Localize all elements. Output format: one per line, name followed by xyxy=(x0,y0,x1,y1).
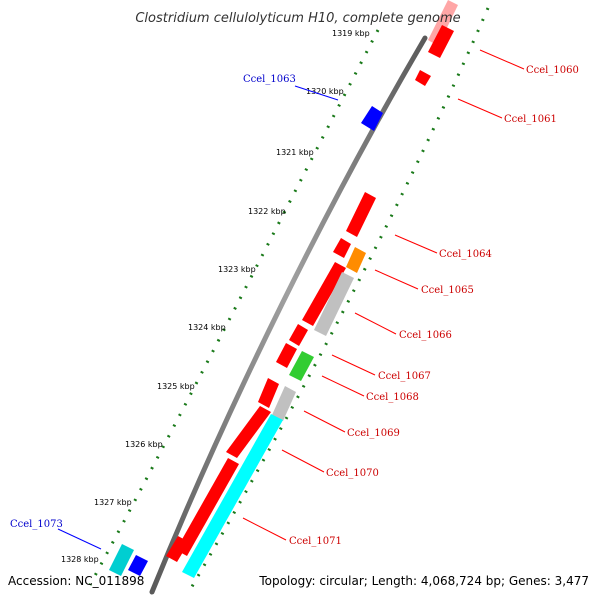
leader-line xyxy=(321,375,365,397)
leader-line xyxy=(331,354,376,376)
gene-label: Ccel_1060 xyxy=(526,65,579,76)
gene-ccel-1063[interactable] xyxy=(361,106,383,131)
leader-line xyxy=(457,98,503,119)
gene-ccel-1060-body[interactable] xyxy=(428,25,454,58)
gene-ccel-1073[interactable] xyxy=(109,544,134,576)
gene-label: Ccel_1063 xyxy=(243,74,296,85)
gene-label: Ccel_1068 xyxy=(366,392,419,403)
leader-line xyxy=(374,269,419,290)
gene-ccel-1061[interactable] xyxy=(415,70,431,86)
gene-ccel-1073b[interactable] xyxy=(128,555,148,576)
gene-label: Ccel_1066 xyxy=(399,330,452,341)
gene-ccel-1069[interactable] xyxy=(272,386,296,421)
gene-label: Ccel_1067 xyxy=(378,371,431,382)
gene-label: Ccel_1064 xyxy=(439,249,492,260)
kbp-label: 1321 kbp xyxy=(276,148,314,157)
leader-lines xyxy=(57,49,525,550)
genome-summary: Topology: circular; Length: 4,068,724 bp… xyxy=(258,574,589,588)
gene-ccel-1060[interactable] xyxy=(428,0,458,46)
scale-labels: 1319 kbp 1320 kbp 1321 kbp 1322 kbp 1323… xyxy=(61,29,370,564)
gene-label: Ccel_1065 xyxy=(421,285,474,296)
leader-line xyxy=(303,410,346,433)
kbp-label: 1322 kbp xyxy=(248,207,286,216)
kbp-label: 1326 kbp xyxy=(125,440,163,449)
inner-tick-ring xyxy=(88,29,380,586)
gene-ccel-1065[interactable] xyxy=(346,247,366,273)
leader-line xyxy=(242,517,287,541)
gene-ccel-1064b[interactable] xyxy=(333,238,351,258)
kbp-label: 1319 kbp xyxy=(332,29,370,38)
gene-ccel-1064[interactable] xyxy=(346,192,376,237)
gene-ccel-1070[interactable] xyxy=(176,458,239,556)
gene-ccel-1067a[interactable] xyxy=(289,324,308,346)
gene-label: Ccel_1071 xyxy=(289,536,342,547)
kbp-label: 1323 kbp xyxy=(218,265,256,274)
leader-line xyxy=(281,449,325,473)
kbp-label: 1320 kbp xyxy=(306,87,344,96)
gene-ccel-1069a[interactable] xyxy=(258,378,279,408)
gene-ccel-1067[interactable] xyxy=(276,343,297,368)
gene-ccel-1070a[interactable] xyxy=(226,406,271,458)
gene-ccel-1068[interactable] xyxy=(289,351,314,381)
accession-label: Accession: NC_011898 xyxy=(8,574,144,588)
gene-label: Ccel_1069 xyxy=(347,428,400,439)
leader-line xyxy=(479,49,525,70)
kbp-label: 1324 kbp xyxy=(188,323,226,332)
leader-line xyxy=(354,312,397,335)
kbp-label: 1327 kbp xyxy=(94,498,132,507)
genome-backbone xyxy=(149,35,428,595)
kbp-label: 1325 kbp xyxy=(157,382,195,391)
gene-label: Ccel_1073 xyxy=(10,519,63,530)
gene-label: Ccel_1061 xyxy=(504,114,557,125)
gene-ccel-1071[interactable] xyxy=(182,414,283,578)
gene-ccel-1066[interactable] xyxy=(314,272,354,336)
kbp-label: 1328 kbp xyxy=(61,555,99,564)
page-title: Clostridium cellulolyticum H10, complete… xyxy=(135,11,460,26)
gene-label: Ccel_1070 xyxy=(326,468,379,479)
gene-ccel-1071b[interactable] xyxy=(166,536,189,562)
leader-line xyxy=(294,85,339,101)
gene-ccel-1066a[interactable] xyxy=(302,262,346,326)
leader-line xyxy=(394,234,438,254)
gene-labels: Ccel_1060 Ccel_1061 Ccel_1063 Ccel_1064 … xyxy=(10,65,579,547)
leader-line xyxy=(57,528,102,550)
